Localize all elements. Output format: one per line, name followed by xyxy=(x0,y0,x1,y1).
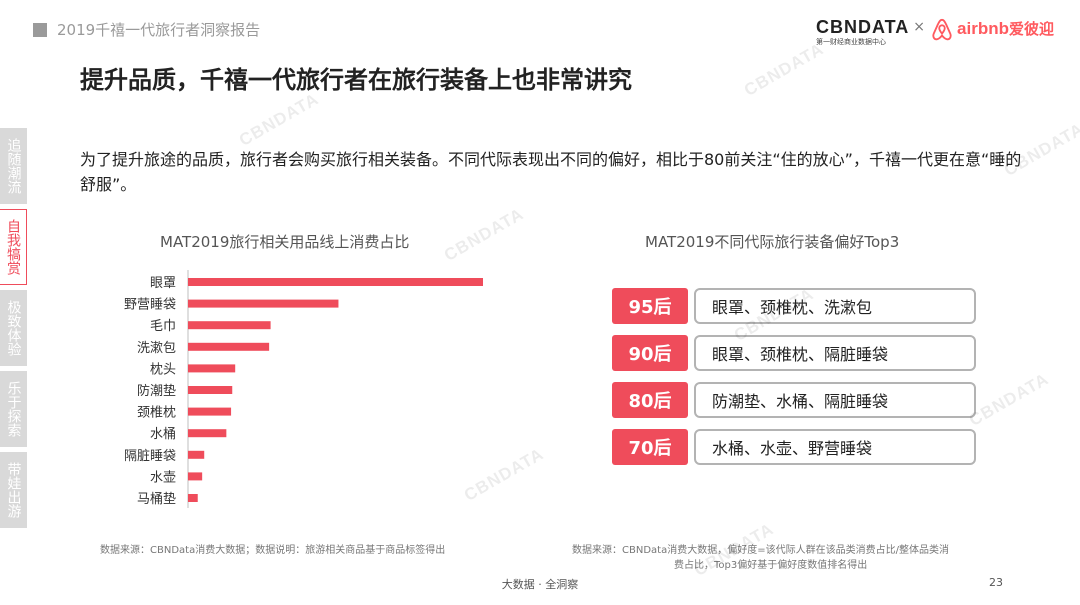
generation-preference-items: 水桶、水壶、野营睡袋 xyxy=(694,429,976,465)
bar xyxy=(188,407,232,416)
generation-badge: 95后 xyxy=(612,288,688,324)
sidenav-label: 追随潮流 xyxy=(5,138,22,194)
category-label: 眼罩 xyxy=(150,276,176,291)
header-square-icon xyxy=(33,23,47,37)
page-headline: 提升品质，千禧一代旅行者在旅行装备上也非常讲究 xyxy=(80,66,632,94)
generation-preference-items: 眼罩、颈椎枕、洗漱包 xyxy=(694,288,976,324)
generation-badge: 70后 xyxy=(612,429,688,465)
category-label: 防潮垫 xyxy=(137,383,176,399)
bar xyxy=(188,494,198,502)
report-title: 2019千禧一代旅行者洞察报告 xyxy=(57,21,261,39)
bar xyxy=(188,429,227,438)
category-label: 洗漱包 xyxy=(137,341,176,356)
bar xyxy=(188,299,339,308)
cbndata-logo: CBNDATA 第一财经商业数据中心 xyxy=(816,17,909,47)
category-label: 水桶 xyxy=(150,427,176,442)
bar xyxy=(188,342,270,351)
watermark: CBNDATA xyxy=(965,369,1053,430)
sidenav-label: 自我犒赏 xyxy=(5,219,21,275)
sidenav-item-self-reward[interactable]: 自我犒赏 xyxy=(0,209,27,285)
generation-preference-items: 防潮垫、水桶、隔脏睡袋 xyxy=(694,382,976,418)
airbnb-cn-text: 爱彼迎 xyxy=(1008,20,1054,38)
category-label: 颈椎枕 xyxy=(137,406,176,421)
cbndata-logo-text: CBNDATA xyxy=(815,17,910,37)
right-data-source-line1: 数据来源：CBNData消费大数据，偏好度=该代际人群在该品类消费占比/整体品类… xyxy=(572,545,949,556)
watermark: CBNDATA xyxy=(440,204,528,265)
bar xyxy=(188,472,203,481)
bar-chart-title: MAT2019旅行相关用品线上消费占比 xyxy=(160,233,410,251)
airbnb-belo-icon xyxy=(932,18,952,41)
category-label: 隔脏睡袋 xyxy=(124,449,176,464)
bar xyxy=(188,321,271,330)
sidenav-item-explore[interactable]: 乐于探索 xyxy=(0,371,27,447)
sidenav-label: 带娃出游 xyxy=(5,462,22,518)
bar xyxy=(188,278,483,286)
category-label: 马桶垫 xyxy=(137,491,176,507)
bar xyxy=(188,386,233,394)
cbndata-tagline: 第一财经商业数据中心 xyxy=(815,38,886,46)
brand-logos: CBNDATA 第一财经商业数据中心 × airbnb 爱彼迎 xyxy=(816,17,1054,51)
sidenav-label: 乐于探索 xyxy=(5,381,22,437)
category-label: 枕头 xyxy=(150,362,176,377)
footer-tagline: 大数据 · 全洞察 xyxy=(501,578,579,591)
sidenav-item-family-travel[interactable]: 带娃出游 xyxy=(0,452,27,528)
watermark: CBNDATA xyxy=(235,89,323,150)
airbnb-logo-text: airbnb xyxy=(957,19,1009,38)
side-navigation: 追随潮流 自我犒赏 极致体验 乐于探索 带娃出游 xyxy=(0,128,27,533)
left-data-source: 数据来源：CBNData消费大数据；数据说明：旅游相关商品基于商品标签得出 xyxy=(100,545,446,556)
intro-paragraph: 为了提升旅途的品质，旅行者会购买旅行相关装备。不同代际表现出不同的偏好，相比于8… xyxy=(80,150,1022,194)
category-label: 水壶 xyxy=(150,470,176,485)
preference-table-title: MAT2019不同代际旅行装备偏好Top3 xyxy=(645,233,900,251)
category-label: 毛巾 xyxy=(150,319,176,334)
page-number: 23 xyxy=(989,576,1003,589)
sidenav-item-ultimate-experience[interactable]: 极致体验 xyxy=(0,290,27,366)
generation-badge: 80后 xyxy=(612,382,688,418)
right-data-source-line2: 费占比，Top3偏好基于偏好度数值排名得出 xyxy=(674,560,868,571)
times-symbol: × xyxy=(913,19,926,35)
category-label: 野营睡袋 xyxy=(124,298,176,313)
generation-badge: 90后 xyxy=(612,335,688,371)
bar xyxy=(188,364,236,373)
watermark: CBNDATA xyxy=(740,39,828,100)
sidenav-item-trend[interactable]: 追随潮流 xyxy=(0,128,27,204)
sidenav-label: 极致体验 xyxy=(5,300,22,356)
generation-preference-items: 眼罩、颈椎枕、隔脏睡袋 xyxy=(694,335,976,371)
bar xyxy=(188,450,205,459)
